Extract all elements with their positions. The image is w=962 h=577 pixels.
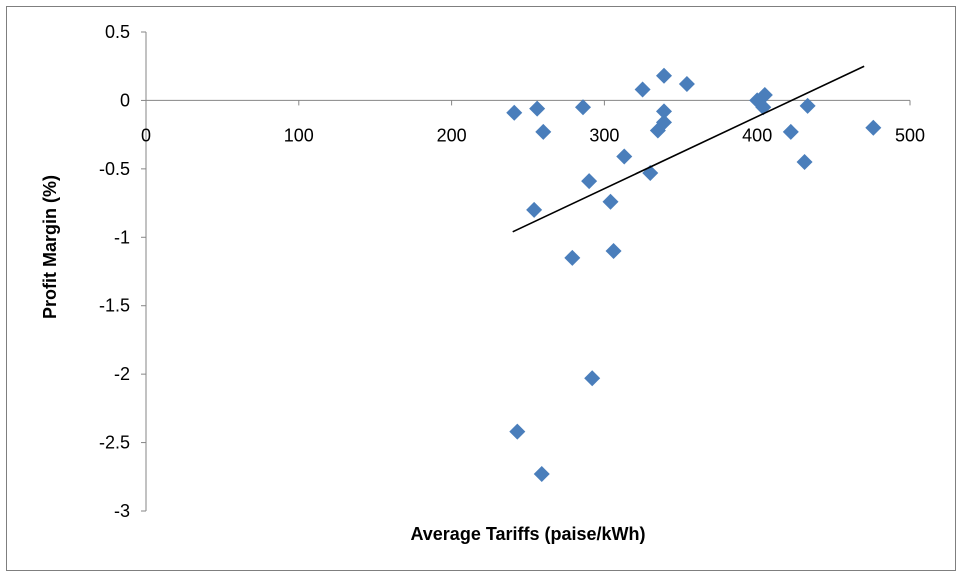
data-point: [655, 67, 672, 84]
data-point: [506, 104, 523, 121]
data-point: [533, 466, 550, 483]
y-axis-title: Profit Margin (%): [40, 175, 60, 319]
trendline: [512, 65, 865, 233]
data-point: [799, 97, 816, 114]
y-tick-label: 0: [120, 90, 130, 110]
data-point: [616, 148, 633, 165]
x-axis-title: Average Tariffs (paise/kWh): [410, 524, 645, 544]
data-point: [564, 249, 581, 266]
data-point: [509, 423, 526, 440]
x-tick-label: 100: [284, 125, 314, 145]
data-point: [678, 76, 695, 93]
y-tick-label: -1.5: [99, 296, 130, 316]
data-point: [605, 242, 622, 259]
y-tick-label: -2: [114, 364, 130, 384]
x-tick-label: 400: [742, 125, 772, 145]
data-point: [526, 201, 543, 218]
x-tick-label: 200: [437, 125, 467, 145]
data-point: [865, 119, 882, 136]
data-point: [782, 123, 799, 140]
data-point: [581, 173, 598, 190]
y-tick-label: 0.5: [105, 22, 130, 42]
data-point: [535, 123, 552, 140]
data-point: [649, 122, 666, 139]
x-tick-label: 300: [589, 125, 619, 145]
data-point: [529, 100, 546, 117]
x-tick-label: 500: [895, 125, 925, 145]
data-point: [655, 103, 672, 120]
data-point: [796, 154, 813, 171]
data-point: [602, 193, 619, 210]
axis-ticks: 0.5 0 -0.5 -1 -1.5 -2 -2.5 -3 0 100 200 300 400 500: [99, 22, 925, 521]
data-point: [575, 99, 592, 116]
y-tick-label: -1: [114, 227, 130, 247]
data-point: [634, 81, 651, 98]
data-point: [756, 86, 773, 103]
y-tick-label: -2.5: [99, 433, 130, 453]
y-tick-label: -3: [114, 501, 130, 521]
data-points: [506, 67, 882, 483]
data-point: [584, 370, 601, 387]
x-tick-label: 0: [141, 125, 151, 145]
y-tick-label: -0.5: [99, 159, 130, 179]
